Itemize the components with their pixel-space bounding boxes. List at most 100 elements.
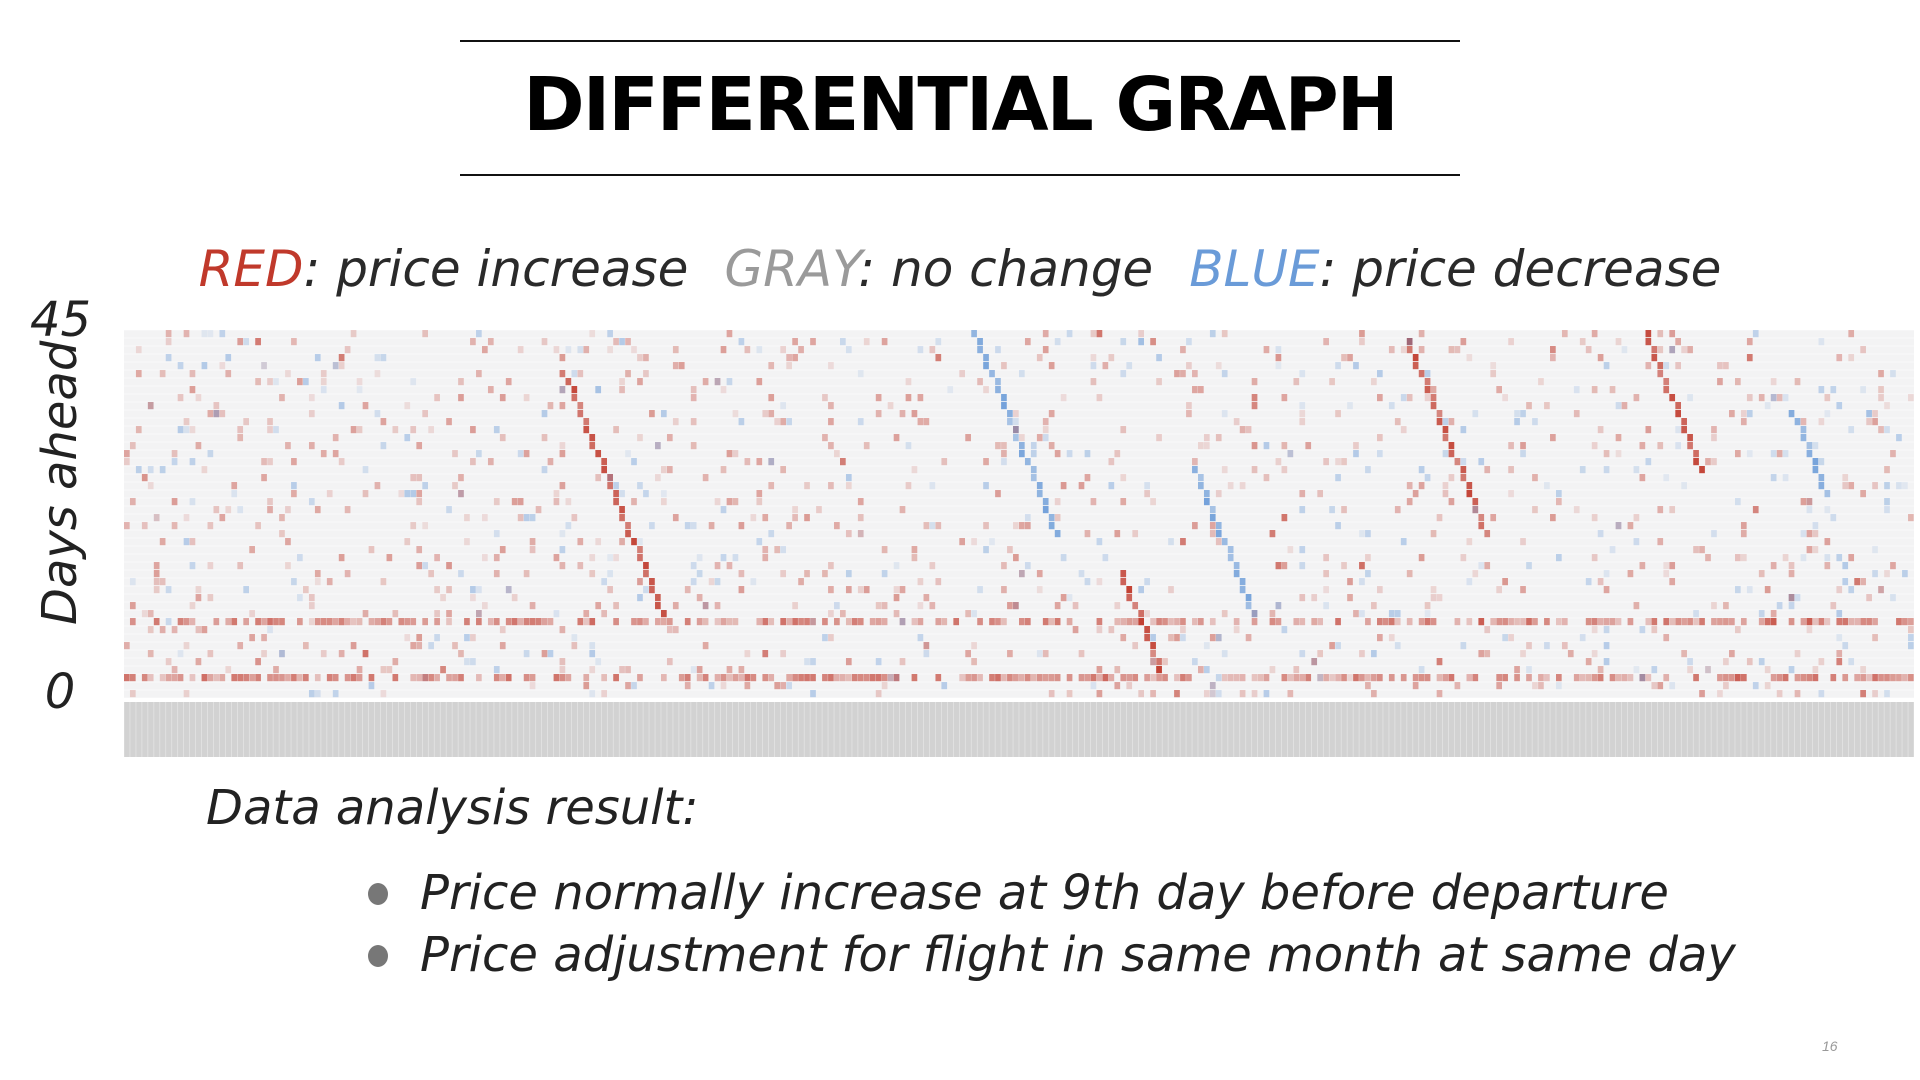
heatmap-cell-increase (1388, 618, 1395, 626)
heatmap-cell-decrease (1400, 394, 1407, 402)
heatmap-cell-increase (398, 618, 405, 626)
heatmap-cell-increase (1878, 386, 1884, 394)
heatmap-cell-increase (696, 594, 703, 602)
heatmap-cell-decrease (661, 490, 667, 498)
heatmap-cell-decrease (1836, 554, 1843, 562)
heatmap-cell-increase (362, 490, 369, 498)
heatmap-cell-increase (410, 474, 417, 482)
heatmap-cell-decrease (1687, 658, 1693, 666)
heatmap-cell-increase (911, 546, 918, 554)
heatmap-cell-decrease (225, 354, 232, 362)
heatmap-cell-increase (1705, 666, 1711, 674)
heatmap-cell-increase (261, 618, 267, 626)
heatmap-cell-increase (1693, 674, 1699, 682)
heatmap-cell-increase (1239, 674, 1246, 682)
heatmap-cell-increase (1418, 618, 1425, 626)
heatmap-cell-increase (1520, 618, 1526, 626)
heatmap-cell-increase (517, 346, 524, 354)
heatmap-cell-decrease (1788, 410, 1795, 418)
heatmap-cell-increase (1496, 586, 1502, 594)
heatmap-cell-increase (905, 378, 912, 386)
heatmap-cell-increase (822, 618, 828, 626)
heatmap-cell-increase (983, 386, 989, 394)
heatmap-cell-increase (1203, 690, 1210, 698)
heatmap-cell-decrease (476, 586, 482, 594)
heatmap-cell-increase (1299, 674, 1306, 682)
heatmap-cell-increase (499, 674, 506, 682)
heatmap-cell-increase (845, 586, 852, 594)
heatmap-cell-increase (1150, 618, 1156, 626)
heatmap-cell-increase (792, 602, 798, 610)
heatmap-cell-increase (1311, 594, 1318, 602)
heatmap-cell-decrease (1090, 362, 1097, 370)
legend-blue-word: BLUE (1189, 240, 1320, 298)
heatmap-cell-increase (1275, 562, 1282, 570)
heatmap-cell-increase (834, 618, 840, 626)
heatmap-cell-increase (1758, 394, 1765, 402)
heatmap-cell-increase (822, 434, 828, 442)
heatmap-cell-increase (1860, 618, 1866, 626)
heatmap-cell-decrease (147, 402, 154, 410)
heatmap-cell-increase (1872, 674, 1878, 682)
heatmap-cell-increase (672, 626, 679, 634)
heatmap-cell-increase (1150, 650, 1156, 658)
heatmap-cell-increase (1585, 346, 1592, 354)
heatmap-cell-decrease (219, 330, 226, 338)
heatmap-cell-decrease (1377, 450, 1383, 458)
heatmap-cell-increase (183, 690, 190, 698)
heatmap-cell-increase (577, 402, 584, 410)
heatmap-cell-decrease (1842, 562, 1849, 570)
heatmap-cell-increase (195, 394, 202, 402)
heatmap-cell-increase (279, 530, 285, 538)
heatmap-cell-increase (1156, 658, 1162, 666)
heatmap-cell-increase (511, 618, 518, 626)
heatmap-cell-increase (935, 578, 942, 586)
heatmap-cell-increase (792, 514, 798, 522)
heatmap-cell-increase (1281, 394, 1288, 402)
heatmap-cell-increase (177, 394, 184, 402)
heatmap-cell-increase (1878, 394, 1884, 402)
heatmap-cell-increase (1579, 674, 1586, 682)
heatmap-cell-increase (1120, 674, 1127, 682)
heatmap-cell-increase (1365, 618, 1371, 626)
heatmap-cell-increase (1848, 354, 1855, 362)
heatmap-cell-increase (1776, 690, 1783, 698)
heatmap-cell-increase (1382, 618, 1389, 626)
heatmap-cell-decrease (1144, 482, 1150, 490)
heatmap-cell-increase (1042, 418, 1049, 426)
heatmap-cell-increase (935, 618, 942, 626)
heatmap-cell-increase (183, 642, 190, 650)
heatmap-cell-increase (493, 570, 500, 578)
heatmap-cell-increase (350, 642, 357, 650)
heatmap-cell-increase (1353, 674, 1359, 682)
heatmap-cell-decrease (1520, 450, 1526, 458)
heatmap-cell-decrease (1203, 642, 1210, 650)
heatmap-cell-increase (1466, 538, 1473, 546)
heatmap-cell-increase (183, 418, 190, 426)
heatmap-cell-increase (989, 674, 995, 682)
heatmap-cell-increase (493, 674, 500, 682)
heatmap-cell-increase (320, 378, 327, 386)
heatmap-cell-increase (1657, 370, 1664, 378)
heatmap-cell-increase (338, 650, 345, 658)
heatmap-cell-increase (225, 506, 232, 514)
heatmap-cell-increase (1394, 618, 1401, 626)
heatmap-cell-increase (1418, 554, 1425, 562)
heatmap-cell-increase (1168, 586, 1174, 594)
heatmap-cell-decrease (135, 466, 142, 474)
heatmap-cell-decrease (308, 690, 315, 698)
heatmap-cell-increase (828, 634, 834, 642)
heatmap-cell-increase (422, 330, 428, 338)
heatmap-cell-decrease (1359, 610, 1365, 618)
heatmap-cell-decrease (1192, 658, 1198, 666)
heatmap-cell-increase (499, 626, 506, 634)
heatmap-cell-increase (1341, 458, 1347, 466)
heatmap-cell-increase (1406, 498, 1413, 506)
heatmap-cell-increase (1323, 338, 1329, 346)
heatmap-cell-increase (1203, 434, 1210, 442)
heatmap-cell-increase (1729, 674, 1735, 682)
heatmap-cell-increase (261, 458, 267, 466)
heatmap-cell-increase (1269, 666, 1276, 674)
heatmap-cell-decrease (1782, 450, 1789, 458)
heatmap-cell-increase (1001, 442, 1007, 450)
